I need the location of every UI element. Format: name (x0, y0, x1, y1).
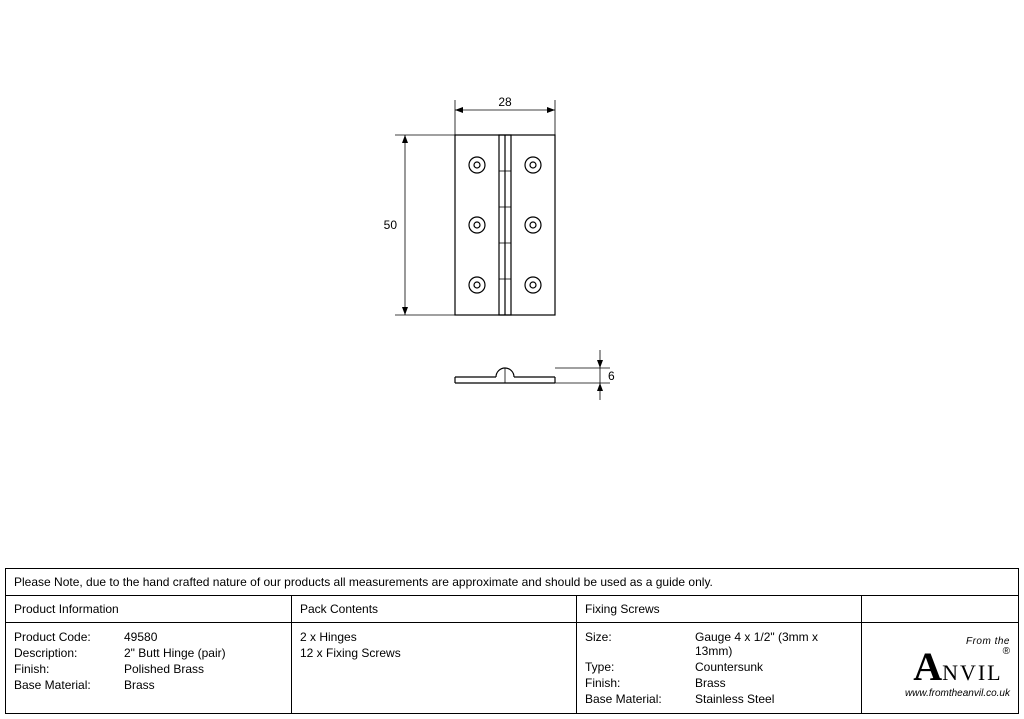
dim-height: 50 (384, 135, 455, 315)
label-product-code: Product Code: (14, 629, 124, 645)
pack-item: 2 x Hinges (300, 629, 568, 645)
value-description: 2" Butt Hinge (pair) (124, 645, 226, 661)
pack-item: 12 x Fixing Screws (300, 645, 568, 661)
technical-drawing: 28 50 (0, 0, 1024, 530)
screw-hole (469, 217, 485, 233)
details-row: Product Code: 49580 Description: 2" Butt… (6, 623, 1018, 713)
screw-hole (525, 217, 541, 233)
dim-width-value: 28 (498, 95, 512, 109)
value-finish: Polished Brass (124, 661, 226, 677)
header-fixing-screws: Fixing Screws (576, 596, 861, 622)
label-screw-base-material: Base Material: (585, 691, 695, 707)
info-block: Please Note, due to the hand crafted nat… (5, 568, 1019, 714)
diagram-svg: 28 50 (0, 0, 1024, 530)
logo-registered: ® (1003, 646, 1010, 657)
screw-hole (469, 157, 485, 173)
dim-width: 28 (455, 95, 555, 135)
header-product-info: Product Information (6, 596, 291, 622)
value-product-code: 49580 (124, 629, 226, 645)
value-screw-base-material: Stainless Steel (695, 691, 853, 707)
logo-letter-a: A (913, 647, 942, 687)
logo-rest: NVIL (942, 662, 1003, 684)
screw-hole (525, 277, 541, 293)
label-base-material: Base Material: (14, 677, 124, 693)
label-screw-type: Type: (585, 659, 695, 675)
pack-contents-cell: 2 x Hinges 12 x Fixing Screws (291, 623, 576, 713)
logo-cell: From the ANVIL® www.fromtheanvil.co.uk (861, 623, 1018, 713)
value-screw-size: Gauge 4 x 1/2" (3mm x 13mm) (695, 629, 853, 659)
logo-url: www.fromtheanvil.co.uk (905, 689, 1010, 699)
brand-logo: From the ANVIL® www.fromtheanvil.co.uk (905, 637, 1010, 699)
label-finish: Finish: (14, 661, 124, 677)
value-base-material: Brass (124, 677, 226, 693)
label-screw-size: Size: (585, 629, 695, 659)
header-logo-cell (861, 596, 1018, 622)
value-screw-type: Countersunk (695, 659, 853, 675)
dim-height-value: 50 (384, 218, 398, 232)
product-info-cell: Product Code: 49580 Description: 2" Butt… (6, 623, 291, 713)
note-text: Please Note, due to the hand crafted nat… (6, 569, 1018, 596)
screw-hole (525, 157, 541, 173)
header-pack-contents: Pack Contents (291, 596, 576, 622)
dim-knuckle-value: 6 (608, 369, 615, 383)
hinge-side-view (455, 368, 555, 383)
fixing-screws-cell: Size: Gauge 4 x 1/2" (3mm x 13mm) Type: … (576, 623, 861, 713)
screw-hole (469, 277, 485, 293)
dim-knuckle: 6 (555, 350, 615, 400)
headers-row: Product Information Pack Contents Fixing… (6, 596, 1018, 623)
hinge-front-view (455, 135, 555, 315)
label-description: Description: (14, 645, 124, 661)
label-screw-finish: Finish: (585, 675, 695, 691)
value-screw-finish: Brass (695, 675, 853, 691)
